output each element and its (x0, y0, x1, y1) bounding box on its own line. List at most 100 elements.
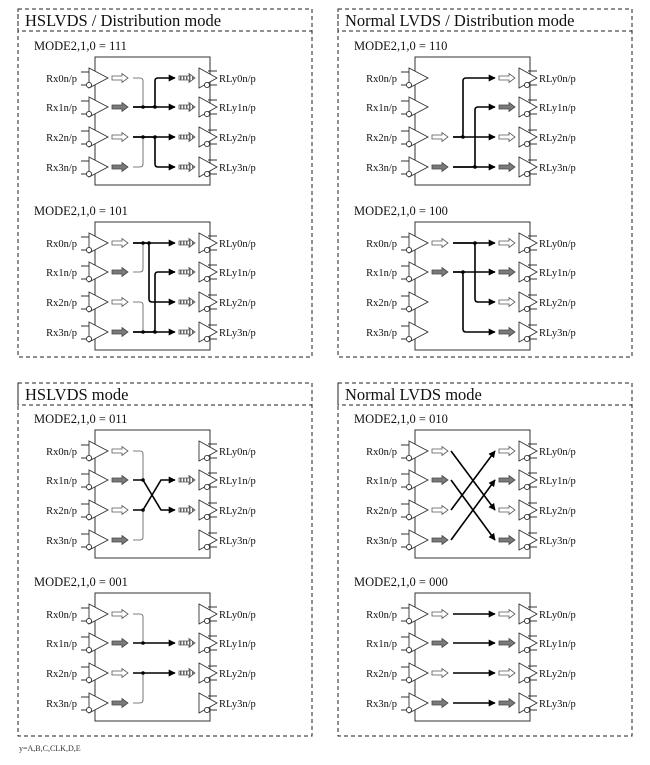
hollow-arrow-icon (111, 445, 129, 457)
input-label: Rx2n/p (46, 133, 77, 144)
filled-arrow-icon (111, 101, 129, 113)
signal-route-wire (450, 479, 496, 541)
signal-route-wire (450, 450, 496, 511)
mode-diagram: MODE2,1,0 = 101 Rx0n/p RLy0n/p Rx1n/p RLy1n/… (34, 204, 256, 351)
inversion-bubble-icon (85, 646, 93, 654)
panel-2: Normal LVDS / Distribution mode MODE2,1,0… (337, 8, 633, 358)
output-label: RLy0n/p (219, 447, 256, 458)
output-pins (528, 324, 537, 340)
inversion-bubble-icon (523, 335, 531, 343)
output-label: RLy2n/p (219, 133, 256, 144)
hollow-arrow-icon (498, 131, 516, 143)
inversion-bubble-icon (405, 335, 413, 343)
output-label: RLy1n/p (219, 639, 256, 650)
inversion-bubble-icon (523, 305, 531, 313)
input-buffer-icon (88, 632, 109, 654)
input-buffer-icon (408, 67, 429, 89)
input-pins (401, 71, 409, 86)
input-label: Rx1n/p (366, 639, 397, 650)
signal-route-wire (133, 476, 176, 511)
signal-route-wire (133, 479, 176, 514)
input-pins (401, 160, 409, 175)
filled-arrow-icon (431, 161, 449, 173)
output-pins (528, 443, 537, 459)
inversion-bubble-icon (523, 275, 531, 283)
panel-title: Normal LVDS / Distribution mode (345, 11, 574, 30)
input-pins (401, 100, 409, 115)
inversion-bubble-icon (203, 305, 211, 313)
input-pins (81, 71, 89, 86)
input-label: Rx2n/p (366, 506, 397, 517)
mode-diagram: MODE2,1,0 = 110 Rx0n/p RLy0n/p Rx1n/p RLy1n/… (354, 39, 576, 186)
inversion-bubble-icon (405, 110, 413, 118)
input-pins (401, 236, 409, 251)
inversion-bubble-icon (405, 513, 413, 521)
input-buffer-icon (88, 321, 109, 343)
inversion-bubble-icon (523, 140, 531, 148)
inversion-bubble-icon (405, 617, 413, 625)
mode-label: MODE2,1,0 = 000 (354, 575, 448, 589)
signal-route-wire (133, 136, 176, 171)
input-label: Rx3n/p (366, 163, 397, 174)
input-label: Rx0n/p (366, 447, 397, 458)
input-pins (401, 473, 409, 488)
input-pins (401, 607, 409, 622)
input-label: Rx0n/p (366, 74, 397, 85)
input-pins (81, 607, 89, 622)
input-label: Rx3n/p (46, 699, 77, 710)
inversion-bubble-icon (405, 646, 413, 654)
inversion-bubble-icon (85, 246, 93, 254)
input-buffer-icon (408, 261, 429, 283)
switch-box (94, 429, 211, 559)
input-label: Rx0n/p (46, 610, 77, 621)
inversion-bubble-icon (203, 617, 211, 625)
filled-arrow-icon (111, 534, 129, 546)
inversion-bubble-icon (85, 140, 93, 148)
panel-title: Normal LVDS mode (345, 385, 482, 404)
input-label: Rx1n/p (46, 476, 77, 487)
output-label: RLy0n/p (219, 610, 256, 621)
input-pins (81, 160, 89, 175)
output-label: RLy2n/p (219, 298, 256, 309)
mode-diagram: MODE2,1,0 = 100 Rx0n/p RLy0n/p Rx1n/p RLy1n/… (354, 204, 576, 351)
input-pins (81, 503, 89, 518)
inversion-bubble-icon (405, 706, 413, 714)
panel-title-box (17, 382, 313, 406)
output-pins (208, 294, 217, 310)
filled-arrow-icon (498, 697, 516, 709)
junction-dot (153, 330, 157, 334)
switch-box (414, 592, 531, 722)
input-buffer-icon (88, 156, 109, 178)
input-label: Rx3n/p (46, 163, 77, 174)
inactive-route-wire (133, 450, 144, 480)
inversion-bubble-icon (523, 81, 531, 89)
input-label: Rx3n/p (46, 328, 77, 339)
inactive-route-wire (133, 77, 144, 107)
output-pins (528, 70, 537, 86)
hollow-arrow-icon (498, 608, 516, 620)
output-pins (528, 264, 537, 280)
mode-label: MODE2,1,0 = 110 (354, 39, 447, 53)
input-label: Rx1n/p (366, 103, 397, 114)
inversion-bubble-icon (85, 170, 93, 178)
filled-arrow-icon (111, 474, 129, 486)
inversion-bubble-icon (203, 513, 211, 521)
hollow-arrow-icon (111, 72, 129, 84)
input-label: Rx3n/p (46, 536, 77, 547)
input-buffer-icon (408, 440, 429, 462)
filled-arrow-icon (431, 474, 449, 486)
input-label: Rx1n/p (366, 476, 397, 487)
output-pins (528, 502, 537, 518)
panel-1: HSLVDS / Distribution mode MODE2,1,0 = 11… (17, 8, 313, 358)
inactive-route-wire (133, 301, 144, 332)
switch-box (94, 592, 211, 722)
inversion-bubble-icon (85, 335, 93, 343)
inversion-bubble-icon (85, 454, 93, 462)
inactive-route-wire (133, 243, 144, 273)
output-pins (208, 606, 217, 622)
output-label: RLy0n/p (539, 610, 576, 621)
input-pins (401, 265, 409, 280)
input-label: Rx0n/p (46, 447, 77, 458)
hollow-arrow-icon (498, 296, 516, 308)
